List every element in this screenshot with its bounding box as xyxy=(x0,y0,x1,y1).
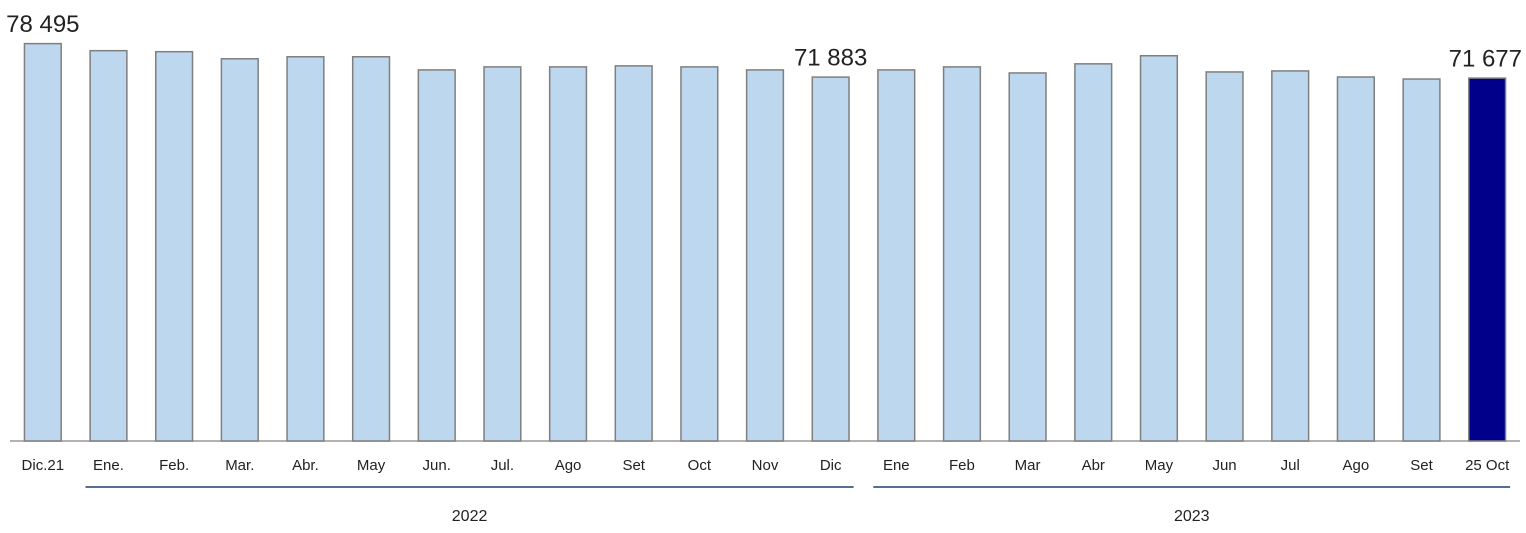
group-label: 2022 xyxy=(452,508,488,525)
x-tick-label: Jun xyxy=(1212,457,1236,474)
bar xyxy=(745,69,785,442)
x-tick-label: Oct xyxy=(688,457,712,474)
bar xyxy=(220,58,259,442)
bar xyxy=(548,66,588,442)
x-tick-label: Feb. xyxy=(159,457,189,474)
x-tick-label: Dic xyxy=(820,457,842,474)
data-label: 78 495 xyxy=(6,11,79,38)
x-tick-label: Abr. xyxy=(292,457,319,474)
x-tick-label: Nov xyxy=(752,457,779,474)
bar xyxy=(286,56,325,442)
bar xyxy=(811,76,850,442)
bar xyxy=(1008,72,1047,442)
bar xyxy=(1074,63,1113,442)
bar xyxy=(154,50,194,442)
x-tick-label: Set xyxy=(622,457,645,474)
bar xyxy=(1205,71,1244,442)
x-tick-label: Feb xyxy=(949,457,975,474)
bar xyxy=(1402,78,1441,442)
bar xyxy=(417,69,456,442)
bar xyxy=(877,69,916,442)
bar xyxy=(1139,54,1179,442)
bar xyxy=(1271,70,1310,442)
x-tick-label: Ago xyxy=(1343,457,1370,474)
bar xyxy=(23,42,62,442)
bar xyxy=(942,66,982,442)
x-tick-label: Mar. xyxy=(225,457,254,474)
x-tick-label: 25 Oct xyxy=(1465,457,1510,474)
x-tick-label: Ago xyxy=(555,457,582,474)
bar xyxy=(351,56,391,442)
x-tick-label: Abr xyxy=(1082,457,1105,474)
data-label: 71 883 xyxy=(794,44,867,71)
x-tick-label: Mar xyxy=(1015,457,1041,474)
bar xyxy=(89,49,128,442)
x-tick-label: Ene. xyxy=(93,457,124,474)
bar xyxy=(1468,77,1507,442)
bar xyxy=(614,65,653,442)
bar xyxy=(680,66,719,442)
bar xyxy=(1336,76,1376,442)
x-tick-label: May xyxy=(1145,457,1174,474)
x-tick-label: Jun. xyxy=(423,457,451,474)
data-label: 71 677 xyxy=(1449,45,1522,72)
x-tick-label: Jul xyxy=(1281,457,1300,474)
x-tick-label: May xyxy=(357,457,386,474)
x-tick-label: Jul. xyxy=(491,457,514,474)
x-tick-label: Ene xyxy=(883,457,910,474)
group-label: 2023 xyxy=(1174,508,1210,525)
x-tick-label: Set xyxy=(1410,457,1433,474)
x-tick-label: Dic.21 xyxy=(22,457,65,474)
bar xyxy=(483,66,522,442)
